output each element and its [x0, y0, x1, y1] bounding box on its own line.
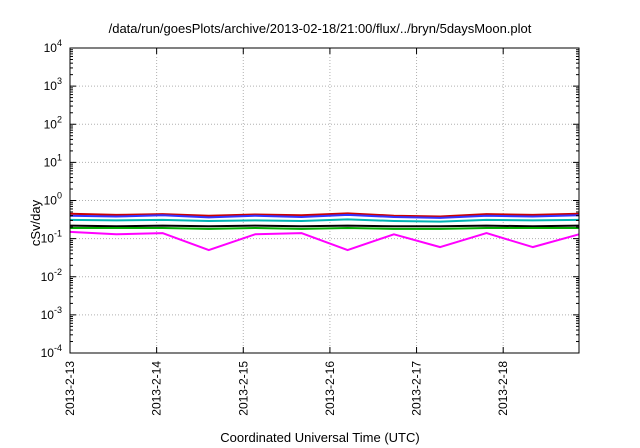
y-tick-label: 101: [44, 152, 62, 169]
series-line-4: [69, 224, 580, 228]
y-tick-label: 10-3: [41, 305, 62, 322]
chart-title: /data/run/goesPlots/archive/2013-02-18/2…: [108, 21, 532, 36]
x-ticks: 2013-2-13 2013-2-14 2013-2-15 2013-2-16 2013…: [63, 48, 510, 416]
x-tick-label: 2013-2-16: [323, 361, 337, 416]
series-line-5: [70, 227, 579, 230]
y-tick-label: 10-4: [41, 343, 62, 360]
series-line-6: [69, 230, 580, 252]
y-tick-label: 102: [44, 114, 62, 131]
y-tick-label: 10-2: [41, 267, 62, 284]
x-tick-label: 2013-2-14: [150, 361, 164, 416]
series-line-1: [69, 212, 580, 218]
y-tick-label: 10-1: [41, 229, 62, 246]
y-ticks: 10-4 10-3 10-2 10-1 100 101 102 103 104: [41, 38, 579, 360]
y-tick-label: 100: [44, 191, 62, 208]
x-tick-label: 2013-2-15: [236, 361, 250, 416]
x-tick-label: 2013-2-18: [496, 361, 510, 416]
series-line-2: [69, 213, 580, 219]
x-tick-label: 2013-2-13: [63, 361, 77, 416]
series-group: [69, 212, 580, 252]
y-tick-label: 103: [44, 76, 62, 93]
series-line-3: [69, 218, 580, 223]
x-axis-label: Coordinated Universal Time (UTC): [220, 430, 420, 445]
grid: [70, 48, 579, 353]
x-tick-label: 2013-2-17: [410, 361, 424, 416]
y-tick-label: 104: [44, 38, 62, 55]
